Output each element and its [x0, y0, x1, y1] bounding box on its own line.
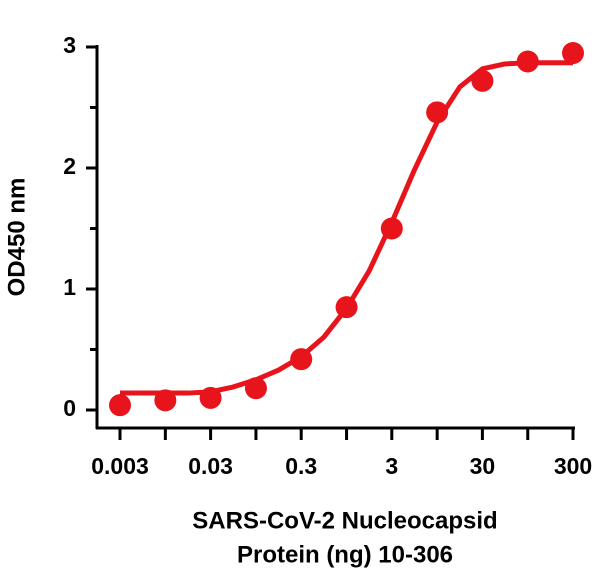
data-point [516, 50, 539, 73]
data-point [335, 296, 358, 319]
x-axis-title: SARS-CoV-2 Nucleocapsid [192, 507, 497, 534]
y-tick-label: 3 [63, 32, 76, 58]
data-point [154, 389, 177, 412]
x-tick-label: 0.3 [285, 453, 317, 479]
y-tick-label: 2 [63, 153, 76, 179]
data-point [244, 377, 267, 400]
x-tick-label: 30 [470, 453, 496, 479]
data-point [562, 42, 584, 65]
x-tick-label: 0.003 [91, 453, 149, 479]
data-point [426, 101, 449, 124]
data-point [471, 69, 494, 92]
x-tick-label: 300 [554, 453, 592, 479]
fit-curve [120, 60, 573, 396]
data-point [380, 217, 403, 240]
x-tick-label: 0.03 [188, 453, 233, 479]
y-tick-label: 0 [63, 395, 76, 421]
data-point [290, 348, 313, 371]
data-point [109, 394, 131, 417]
data-point [199, 386, 222, 409]
x-tick-label: 3 [385, 453, 398, 479]
x-axis-title: Protein (ng) 10-306 [237, 541, 453, 568]
y-tick-label: 1 [63, 274, 76, 300]
y-axis-title: OD450 nm [3, 178, 30, 297]
